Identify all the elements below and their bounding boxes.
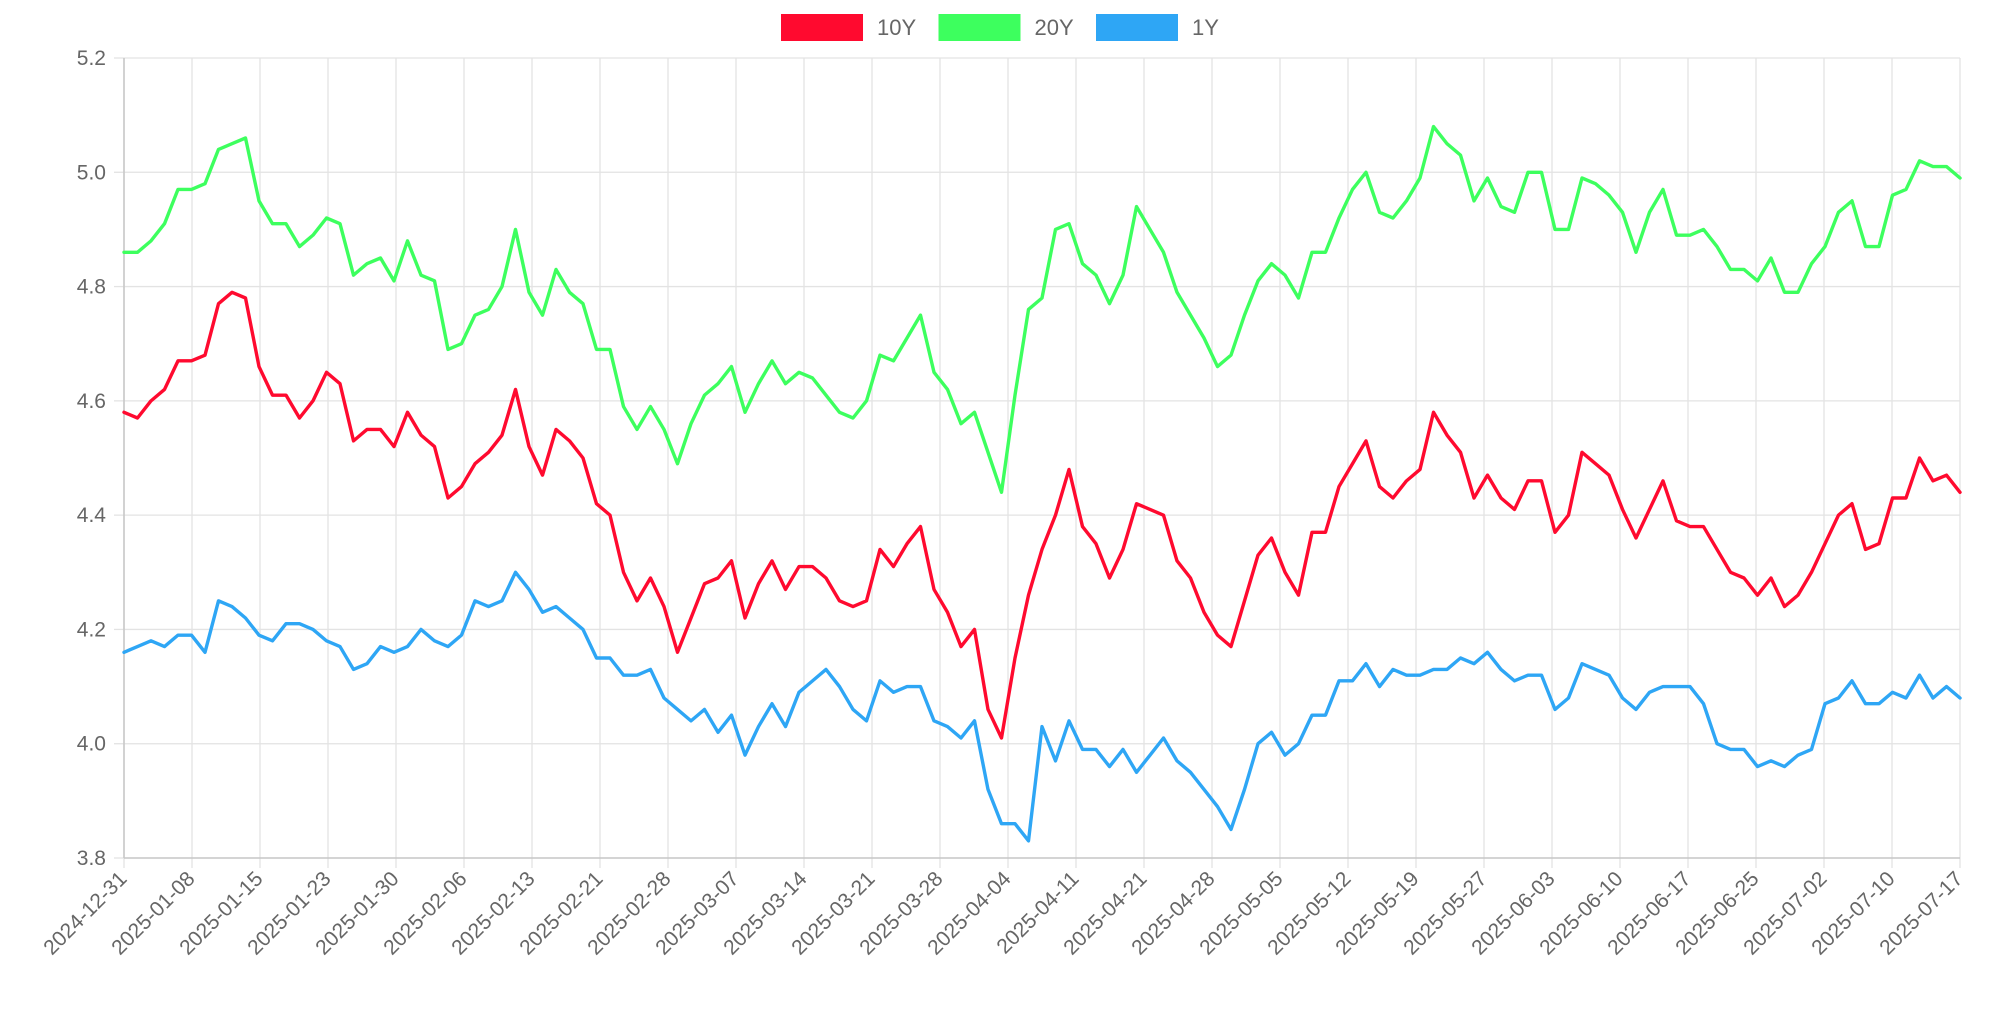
legend-swatch — [781, 14, 863, 41]
y-tick-label: 3.8 — [77, 847, 106, 870]
y-tick-label: 4.6 — [77, 390, 106, 413]
y-tick-label: 5.0 — [77, 161, 106, 184]
series-line-10y — [122, 290, 1962, 740]
series-line-1y — [122, 570, 1962, 843]
legend[interactable]: 10Y 20Y 1Y — [781, 14, 1219, 41]
y-tick-label: 4.0 — [77, 733, 106, 756]
legend-label: 10Y — [877, 15, 916, 40]
legend-label: 1Y — [1192, 15, 1219, 40]
legend-item-20y[interactable]: 20Y — [938, 14, 1074, 41]
y-tick-label: 4.4 — [77, 504, 107, 527]
grid — [114, 57, 1961, 868]
series — [122, 124, 1962, 843]
legend-item-10y[interactable]: 10Y — [781, 14, 916, 41]
y-tick-label: 4.8 — [77, 276, 106, 299]
y-tick-label: 4.2 — [77, 618, 106, 641]
y-tick-label: 5.2 — [77, 47, 106, 70]
legend-swatch — [1096, 14, 1178, 41]
legend-item-1y[interactable]: 1Y — [1096, 14, 1219, 41]
legend-label: 20Y — [1035, 15, 1074, 40]
legend-swatch — [938, 14, 1021, 41]
series-line-20y — [122, 124, 1962, 494]
